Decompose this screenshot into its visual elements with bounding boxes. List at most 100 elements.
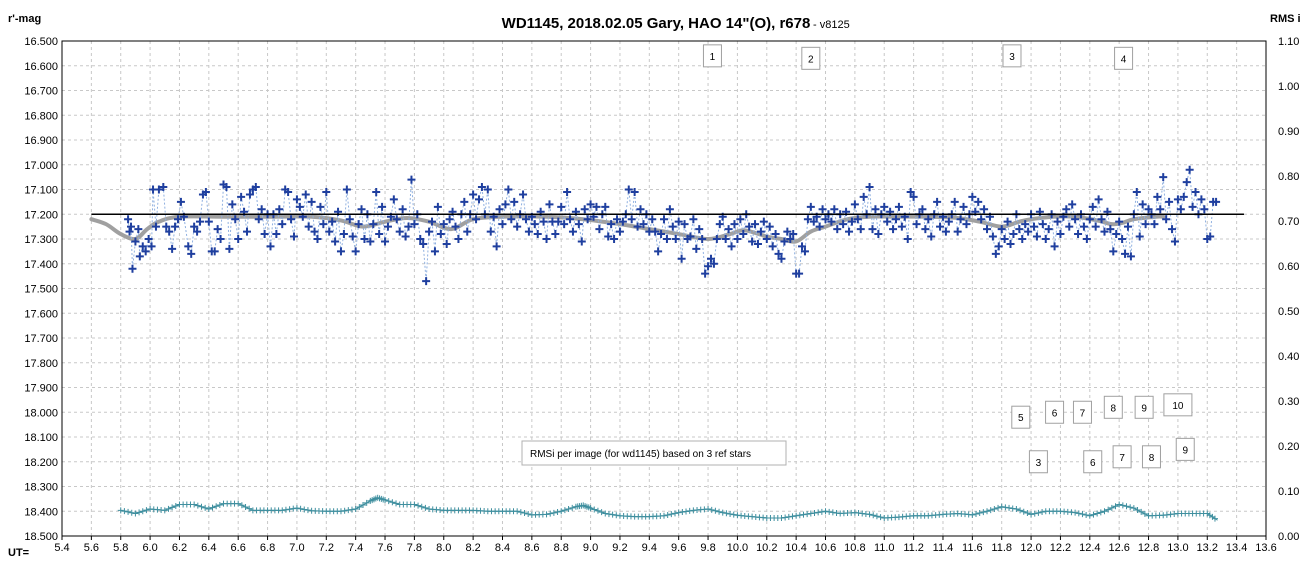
magnitude-point bbox=[1185, 165, 1194, 174]
rms-point bbox=[543, 511, 550, 518]
rms-point bbox=[829, 509, 836, 516]
magnitude-point bbox=[956, 215, 965, 224]
rms-point bbox=[785, 513, 792, 520]
rms-point bbox=[1211, 515, 1218, 522]
magnitude-point bbox=[168, 244, 177, 253]
rms-point bbox=[554, 509, 561, 516]
rms-point bbox=[1105, 506, 1112, 513]
magnitude-point bbox=[774, 249, 783, 258]
x-tick-label: 7.0 bbox=[289, 542, 304, 554]
rms-point bbox=[873, 513, 880, 520]
magnitude-point bbox=[1006, 239, 1015, 248]
y-left-tick-label: 17.900 bbox=[24, 383, 58, 395]
rms-point bbox=[587, 505, 594, 512]
rms-point bbox=[422, 504, 429, 511]
rms-point bbox=[613, 512, 620, 519]
magnitude-point bbox=[751, 220, 760, 229]
y-left-tick-label: 17.000 bbox=[24, 160, 58, 172]
rms-point bbox=[605, 511, 612, 518]
magnitude-point bbox=[1212, 197, 1221, 206]
magnitude-point bbox=[994, 242, 1003, 251]
magnitude-point bbox=[442, 239, 451, 248]
magnitude-point bbox=[762, 235, 771, 243]
event-annotation-lower: 5 bbox=[1011, 405, 1031, 429]
y-right-tick-label: 0.30 bbox=[1278, 396, 1299, 408]
rms-point bbox=[293, 505, 300, 512]
magnitude-point bbox=[325, 227, 334, 236]
magnitude-point bbox=[319, 220, 328, 229]
magnitude-point bbox=[201, 187, 210, 196]
magnitude-point bbox=[486, 227, 495, 236]
magnitude-point bbox=[383, 222, 392, 231]
rms-point bbox=[1108, 504, 1115, 511]
magnitude-point bbox=[1150, 220, 1159, 229]
magnitude-point bbox=[539, 217, 548, 226]
rms-point bbox=[995, 504, 1002, 511]
rms-series bbox=[117, 494, 1218, 522]
magnitude-point bbox=[445, 215, 454, 224]
magnitude-point bbox=[439, 220, 448, 229]
rms-point bbox=[782, 514, 789, 521]
y-left-tick-label: 16.500 bbox=[24, 36, 58, 48]
magnitude-point bbox=[574, 220, 583, 229]
y-left-tick-label: 18.500 bbox=[24, 531, 58, 543]
rms-point bbox=[341, 507, 348, 514]
event-annotation-lower-label: 6 bbox=[1052, 408, 1058, 419]
y-right-tick-label: 1.00 bbox=[1278, 81, 1299, 93]
magnitude-point bbox=[903, 235, 912, 243]
rms-point bbox=[675, 509, 682, 516]
magnitude-point bbox=[272, 230, 281, 239]
magnitude-point bbox=[1144, 205, 1153, 214]
rms-point bbox=[1075, 510, 1082, 517]
x-tick-label: 13.2 bbox=[1197, 542, 1218, 554]
rms-point bbox=[128, 509, 135, 516]
magnitude-point bbox=[568, 227, 577, 236]
magnitude-point bbox=[853, 215, 862, 224]
y-left-tick-label: 17.500 bbox=[24, 284, 58, 296]
magnitude-point bbox=[1068, 200, 1077, 209]
y-left-tick-label: 16.600 bbox=[24, 61, 58, 73]
magnitude-point bbox=[695, 225, 704, 234]
rms-point bbox=[594, 507, 601, 514]
x-tick-label: 12.2 bbox=[1050, 542, 1071, 554]
magnitude-point bbox=[519, 190, 528, 199]
magnitude-point bbox=[1170, 237, 1179, 246]
event-annotation-label: 1 bbox=[710, 52, 716, 63]
magnitude-point bbox=[839, 220, 848, 229]
magnitude-point bbox=[1018, 235, 1027, 243]
magnitude-point bbox=[689, 215, 698, 224]
rms-point bbox=[301, 506, 308, 513]
rms-point bbox=[198, 503, 205, 510]
magnitude-point bbox=[304, 222, 313, 231]
y-left-tick-label: 17.700 bbox=[24, 333, 58, 345]
rms-point bbox=[238, 502, 245, 509]
event-annotation-lower-box bbox=[1028, 450, 1048, 474]
magnitude-point bbox=[1138, 200, 1147, 209]
magnitude-point bbox=[686, 232, 695, 241]
rms-point bbox=[984, 508, 991, 515]
y-right-tick-label: 0.80 bbox=[1278, 171, 1299, 183]
y-right-tick-label: 0.00 bbox=[1278, 531, 1299, 543]
magnitude-point bbox=[289, 232, 298, 241]
magnitude-point bbox=[765, 222, 774, 231]
magnitude-point bbox=[944, 217, 953, 226]
magnitude-point bbox=[680, 220, 689, 229]
magnitude-point bbox=[245, 190, 254, 199]
x-tick-label: 9.4 bbox=[642, 542, 657, 554]
magnitude-point bbox=[753, 239, 762, 248]
rms-point bbox=[235, 500, 242, 507]
magnitude-point bbox=[463, 227, 472, 236]
x-tick-label: 11.2 bbox=[903, 542, 924, 554]
rms-point bbox=[672, 510, 679, 517]
event-annotation-box bbox=[702, 44, 722, 68]
magnitude-point bbox=[278, 220, 287, 229]
magnitude-point bbox=[310, 227, 319, 236]
y-left-axis-title: r'-mag bbox=[8, 13, 41, 25]
magnitude-point bbox=[809, 217, 818, 226]
magnitude-point bbox=[545, 200, 554, 209]
magnitude-point bbox=[125, 227, 134, 236]
rms-point bbox=[1024, 510, 1031, 517]
magnitude-point bbox=[237, 192, 246, 201]
magnitude-point bbox=[701, 269, 710, 278]
magnitude-point bbox=[234, 235, 243, 243]
